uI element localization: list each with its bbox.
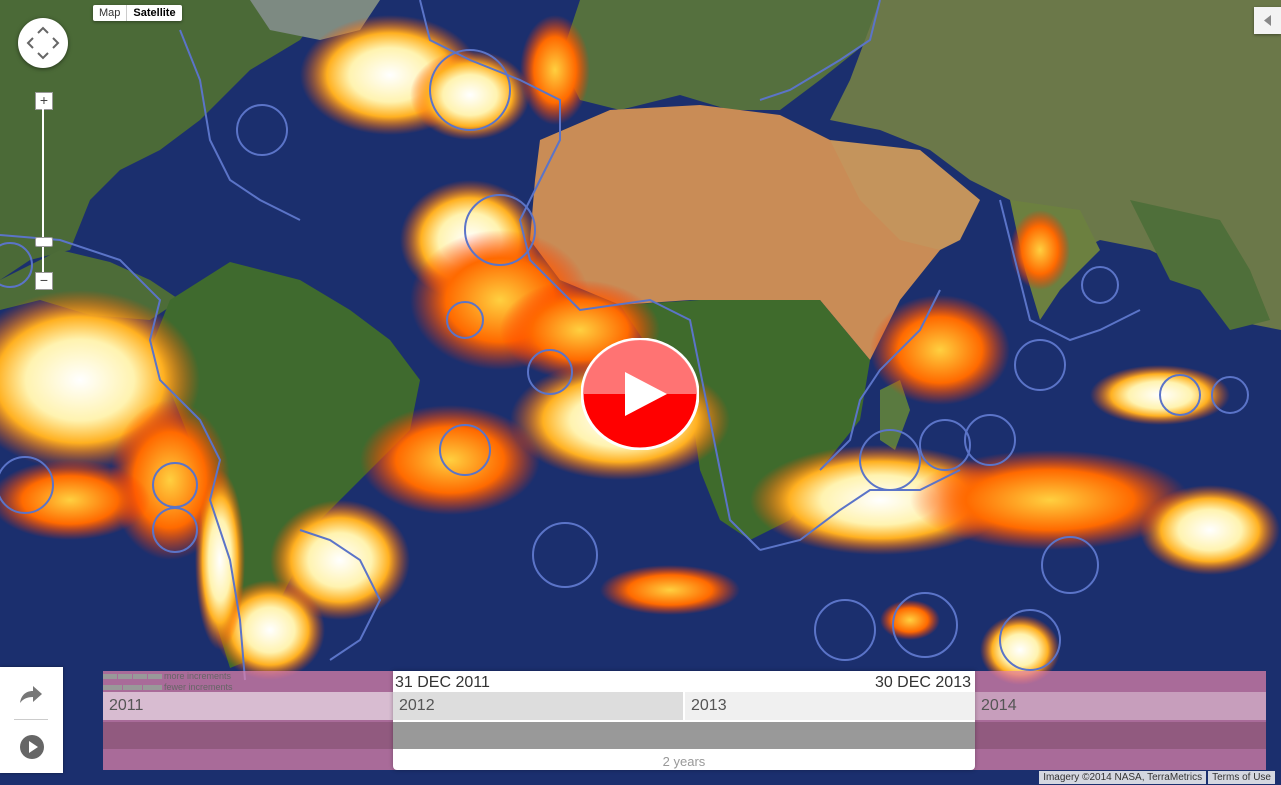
southeast-asia xyxy=(1130,200,1270,330)
year-2011[interactable]: 2011 xyxy=(103,692,393,720)
zoom-slider-thumb[interactable] xyxy=(35,237,53,247)
year-2012[interactable]: 2012 xyxy=(393,692,683,720)
more-increments-control[interactable]: more increments xyxy=(103,671,231,681)
side-controls-panel xyxy=(0,667,63,773)
map-attribution: Imagery ©2014 NASA, TerraMetrics Terms o… xyxy=(1039,771,1275,784)
more-increments-label: more increments xyxy=(164,671,232,681)
more-increments-icon xyxy=(103,673,162,679)
selection-start-date: 31 DEC 2011 xyxy=(395,674,490,691)
timeline-selection[interactable]: 31 DEC 2011 30 DEC 2013 2012 2013 2 year… xyxy=(393,671,975,770)
zoom-out-button[interactable]: − xyxy=(35,272,53,290)
europe xyxy=(560,0,900,110)
map-type-map-button[interactable]: Map xyxy=(99,7,121,19)
play-icon[interactable] xyxy=(19,734,45,760)
zoom-slider-track[interactable] xyxy=(42,108,44,272)
collapse-panel-icon xyxy=(1264,15,1271,26)
pan-control-icon xyxy=(26,26,60,60)
play-icon xyxy=(625,372,667,416)
eez-boundaries xyxy=(0,0,1249,681)
imagery-credit: Imagery ©2014 NASA, TerraMetrics xyxy=(1039,771,1207,784)
selection-duration: 2 years xyxy=(662,754,706,769)
year-2013[interactable]: 2013 xyxy=(685,692,975,720)
arabia xyxy=(830,140,980,260)
pan-control[interactable] xyxy=(18,18,68,68)
fewer-increments-icon xyxy=(103,684,162,690)
selection-range-bar[interactable] xyxy=(393,722,975,749)
zoom-in-button[interactable]: + xyxy=(35,92,53,110)
fewer-increments-control[interactable]: fewer increments xyxy=(103,682,233,692)
map-type-satellite-button[interactable]: Satellite xyxy=(126,5,181,21)
collapse-panel-button[interactable] xyxy=(1254,7,1281,34)
year-2014[interactable]: 2014 xyxy=(975,692,1266,720)
divider xyxy=(14,719,48,720)
north-america xyxy=(0,0,330,280)
play-button[interactable] xyxy=(581,338,699,450)
share-icon[interactable] xyxy=(19,684,43,704)
madagascar xyxy=(880,380,910,450)
selection-end-date: 30 DEC 2013 xyxy=(874,674,971,691)
year-row: 2011 2014 xyxy=(103,692,1266,720)
fewer-increments-label: fewer increments xyxy=(164,682,233,692)
terms-of-use-link[interactable]: Terms of Use xyxy=(1208,771,1275,784)
fishing-activity-heatmap xyxy=(0,15,1280,685)
map-type-control: Map Satellite xyxy=(93,5,182,21)
